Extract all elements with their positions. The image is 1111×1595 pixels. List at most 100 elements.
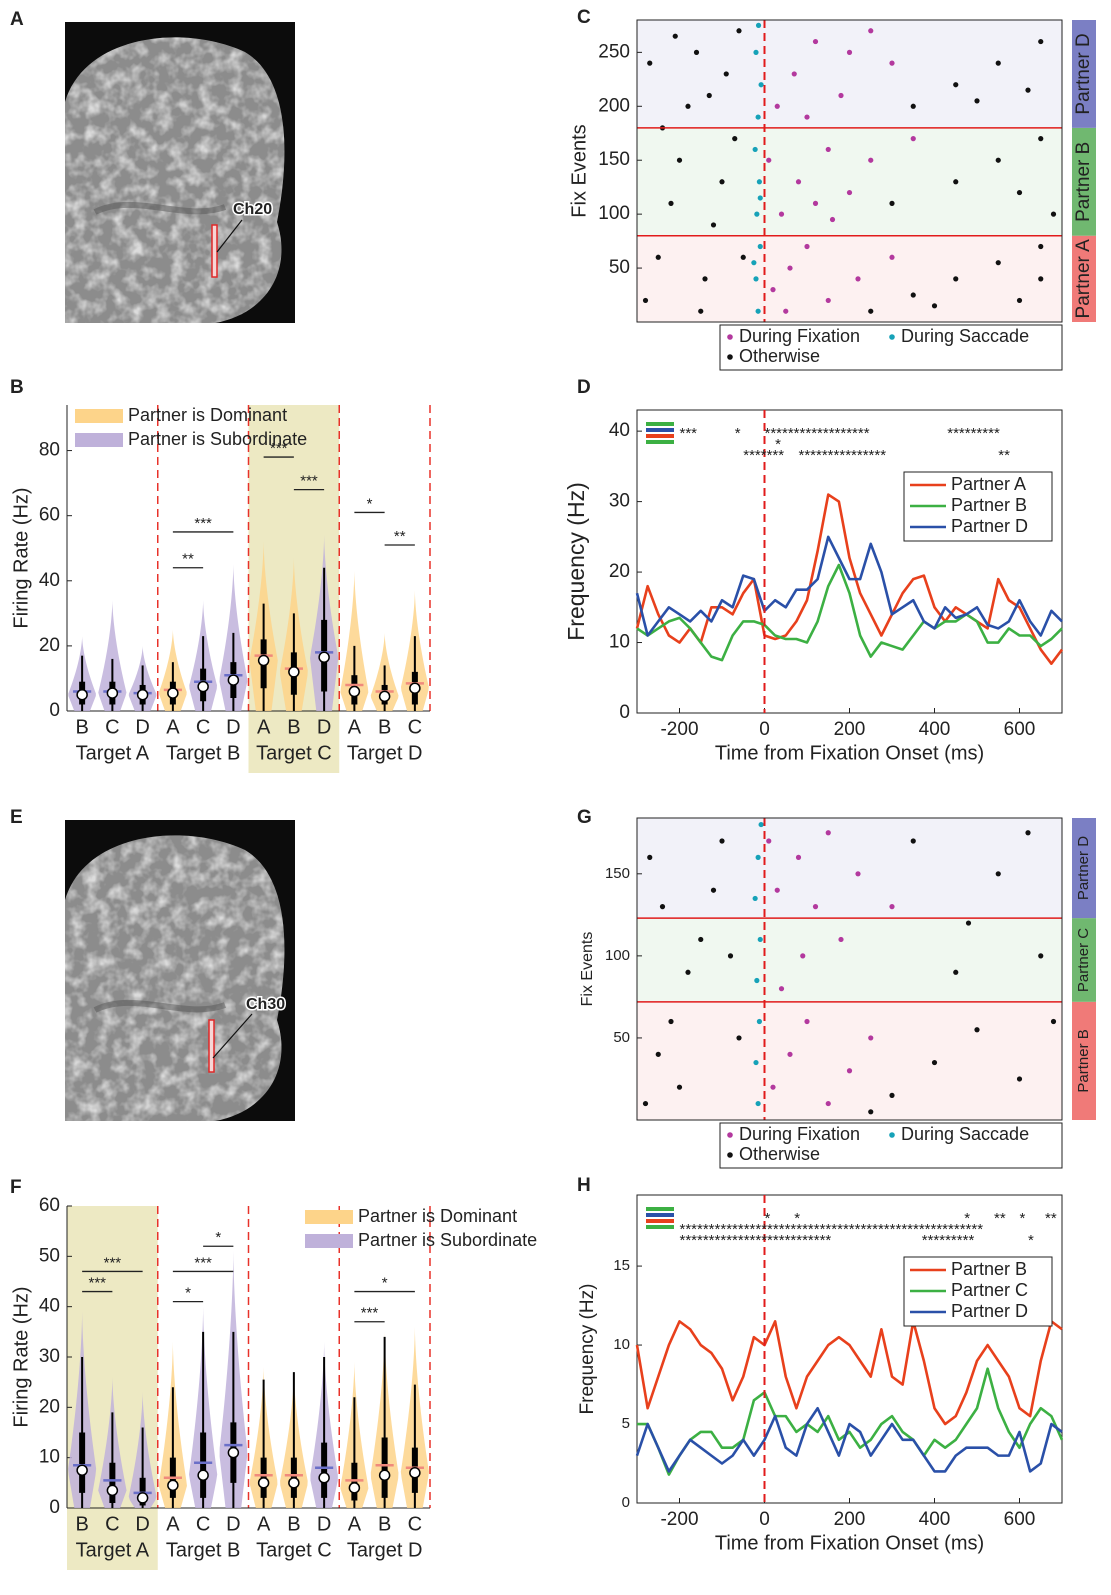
event-dot [825,146,831,153]
y-tick-label: 20 [609,561,630,582]
event-dot [931,303,938,309]
median-marker [197,680,209,693]
event-dot [757,243,763,250]
x-tick-label: 200 [834,1509,866,1530]
y-tick-label: 150 [598,149,630,170]
event-dot [647,60,653,66]
x-tick-label: D [226,1513,240,1535]
y-tick-label: 0 [49,1497,60,1518]
y-tick-label: 200 [598,95,630,116]
event-dot [910,103,916,109]
x-tick-label: C [196,1513,210,1535]
x-tick-label: C [105,1513,119,1535]
event-dot [855,871,861,877]
y-tick-label: 40 [39,570,60,591]
event-dot [752,146,758,153]
brain-texture-dark [93,999,227,1013]
event-dot [642,1100,649,1107]
x-tick-label: A [257,1513,271,1535]
event-dot [995,871,1001,877]
event-dot [1025,830,1031,836]
event-dot [655,254,661,260]
event-dot [755,308,761,314]
median-marker [409,1467,421,1479]
event-dot [910,292,916,298]
x-tick-label: C [196,716,210,738]
event-dot [736,1035,742,1041]
band [637,20,1062,128]
event-dot [995,260,1001,266]
legend-label: During Saccade [901,1124,1029,1144]
electrode [211,224,218,278]
median-marker [167,687,179,699]
significance-label: * [185,1285,191,1302]
event-dot [1016,189,1023,196]
y-tick-label: 100 [605,947,630,964]
x-tick-label: C [408,1513,422,1535]
band-label: Partner C [1075,928,1092,992]
legend-marker [889,1132,895,1138]
band-label-box [1072,918,1096,1002]
event-dot [846,189,853,196]
legend-label: Partner is Dominant [128,405,287,425]
y-tick-label: 50 [613,1029,630,1046]
event-dot [710,222,717,228]
event-dot [755,854,761,860]
group-label: Target D [347,742,423,764]
event-dot [974,1027,980,1033]
y-tick-label: 10 [613,1336,630,1353]
event-dot [889,904,895,910]
event-dot [672,33,678,39]
y-tick-label: 60 [39,505,60,526]
median-marker [288,666,300,678]
event-dot [868,1109,874,1115]
y-tick-label: 0 [619,702,630,723]
band-label: Partner D [1075,836,1092,900]
legend-box [719,1122,1063,1169]
event-dot [676,157,683,163]
y-tick-label: 20 [39,1396,60,1417]
event-dot [727,953,734,959]
x-tick-label: 200 [834,719,866,740]
event-dot [756,1018,763,1025]
event-dot [783,308,789,314]
image-annotation: Ch30 [246,996,285,1013]
significance-label: *** [361,1305,379,1322]
x-tick-label: 400 [919,1509,951,1530]
y-tick-label: 5 [622,1415,630,1432]
legend-marker [727,1132,733,1138]
x-tick-label: B [378,716,391,738]
legend-marker [727,354,733,360]
series-line [636,563,1063,662]
event-dot [868,157,874,163]
event-dot [974,98,980,104]
event-dot [889,254,895,260]
legend-label: Otherwise [739,346,820,366]
event-dot [795,854,802,860]
band [637,918,1062,1002]
y-tick-label: 60 [39,1195,60,1216]
group-label: Target B [166,742,240,764]
event-dot [719,179,725,185]
event-dot [910,838,916,844]
median-marker [257,654,270,667]
legend-swatch [305,1234,353,1248]
annotation-leader [212,1013,253,1059]
significance-stars: *** [680,425,698,442]
event-dot [757,936,763,943]
event-dot [693,49,700,55]
legend-label: During Fixation [739,1124,860,1144]
event-dot [774,887,780,893]
x-tick-label: D [135,716,149,738]
series-line [635,535,1063,637]
event-dot [752,895,758,902]
event-dot [889,60,895,66]
significance-stars: ************************** [680,1232,832,1249]
event-dot [754,211,760,217]
panel-letter: B [10,377,24,398]
x-tick-label: D [317,1513,331,1535]
legend-label: Partner B [951,1259,1027,1279]
event-dot [953,969,959,975]
y-tick-label: 30 [609,491,630,512]
